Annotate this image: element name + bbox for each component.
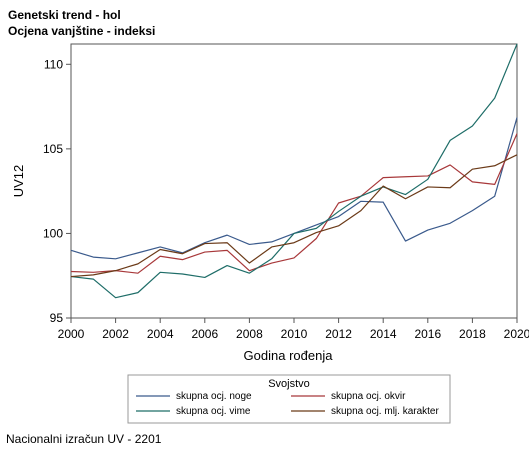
x-tick-label: 2008 [236, 327, 263, 341]
y-tick-label: 95 [50, 311, 64, 325]
series-layer [70, 43, 518, 299]
x-axis: 2000 2002 2004 2006 2008 2010 2012 2014 2016 2018… [58, 318, 529, 341]
chart-subtitle: Ocjena vanjštine - indeksi [8, 24, 156, 38]
y-tick-label: 100 [43, 226, 63, 240]
y-axis: 95 100 105 110 [43, 57, 71, 325]
y-tick-label: 110 [44, 57, 63, 71]
legend-entry-label: skupna ocj. mlj. karakter [331, 406, 439, 417]
series-line-4 [70, 154, 518, 278]
legend-box [127, 374, 451, 424]
x-tick-label: 2014 [370, 327, 397, 341]
legend: Svojstvo skupna ocj. noge skupna ocj. okv… [127, 374, 451, 424]
x-tick-label: 2020 [504, 327, 529, 341]
x-tick-label: 2016 [414, 327, 441, 341]
chart-heading: Genetski trend - hol Ocjena vanjštine - … [8, 7, 155, 39]
x-tick-label: 2000 [58, 327, 85, 341]
series-line-3 [70, 43, 518, 299]
legend-entry-label: skupna ocj. noge [176, 391, 252, 402]
x-tick-label: 2006 [191, 327, 218, 341]
x-tick-label: 2004 [147, 327, 174, 341]
y-tick-label: 105 [43, 142, 63, 156]
footer-note: Nacionalni izračun UV - 2201 [6, 432, 162, 446]
x-tick-label: 2002 [102, 327, 129, 341]
x-tick-label: 2010 [281, 327, 308, 341]
legend-entry-label: skupna ocj. okvir [331, 391, 406, 402]
chart-title: Genetski trend - hol [8, 8, 121, 22]
legend-title: Svojstvo [268, 378, 310, 390]
plot-area-frame [70, 43, 518, 319]
y-axis-title: UV12 [11, 165, 26, 198]
x-tick-label: 2018 [459, 327, 486, 341]
x-tick-label: 2012 [325, 327, 352, 341]
legend-entry-label: skupna ocj. vime [176, 406, 251, 417]
series-line-2 [70, 133, 518, 274]
x-axis-title: Godina rođenja [244, 348, 334, 363]
